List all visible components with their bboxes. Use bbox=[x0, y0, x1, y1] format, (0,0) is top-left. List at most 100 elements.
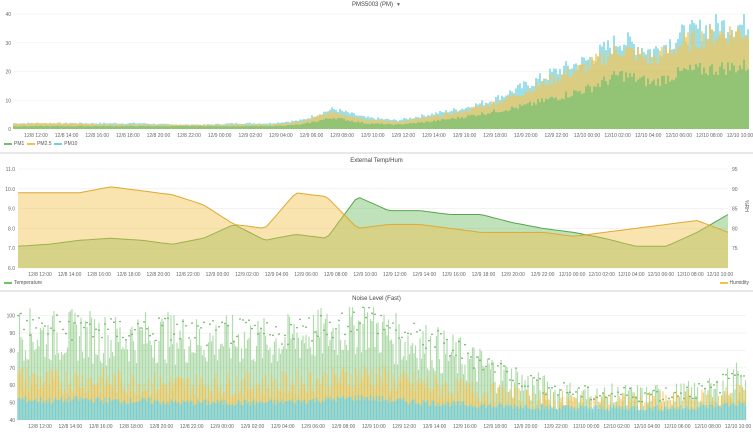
noise-peak-point bbox=[533, 377, 535, 379]
noise-peak-point bbox=[62, 328, 64, 331]
noise-peak-point bbox=[665, 387, 667, 389]
noise-peak-point bbox=[656, 390, 658, 393]
temp-legend-right[interactable]: Humidity bbox=[719, 280, 749, 286]
legend-item-pm10[interactable]: PM10 bbox=[54, 141, 77, 147]
noise-peak-point bbox=[116, 335, 118, 338]
noise-peak-point bbox=[692, 397, 694, 400]
noise-peak-point bbox=[689, 395, 691, 398]
noise-peak-point bbox=[155, 339, 157, 342]
noise-peak-point bbox=[203, 321, 205, 324]
noise-peak-point bbox=[347, 325, 349, 328]
pm-x-tick-label: 12/8 12:00 bbox=[24, 133, 48, 139]
temp-x-tick-label: 12/10 00:00 bbox=[559, 272, 586, 278]
noise-peak-point bbox=[437, 330, 439, 332]
noise-x-tick-label: 12/9 10:00 bbox=[362, 424, 386, 430]
noise-peak-point bbox=[392, 322, 394, 324]
pm-legend: PM1 PM2.5 PM10 bbox=[4, 141, 77, 147]
noise-peak-point bbox=[677, 395, 679, 397]
noise-peak-point bbox=[713, 384, 715, 386]
noise-x-tick-label: 12/8 18:00 bbox=[119, 424, 143, 430]
pm-y-tick-label: 40 bbox=[5, 12, 11, 18]
noise-peak-point bbox=[524, 385, 526, 387]
noise-peak-point bbox=[251, 327, 253, 330]
noise-peak-point bbox=[536, 379, 538, 381]
temp-panel-title[interactable]: External Temp/Hum bbox=[0, 158, 753, 164]
noise-peak-point bbox=[494, 371, 496, 373]
legend-item-pm1[interactable]: PM1 bbox=[4, 141, 24, 147]
noise-peak-point bbox=[119, 320, 121, 323]
pm-x-tick-label: 12/9 16:00 bbox=[453, 133, 477, 139]
chevron-down-icon[interactable]: ▼ bbox=[396, 2, 401, 8]
noise-x-tick-label: 12/8 16:00 bbox=[89, 424, 113, 430]
noise-peak-point bbox=[737, 373, 739, 376]
noise-y-tick-label: 90 bbox=[9, 331, 15, 337]
noise-peak-point bbox=[122, 336, 124, 339]
noise-peak-point bbox=[344, 333, 346, 336]
noise-peak-point bbox=[452, 349, 454, 352]
temp-chart: 6.0 7.0 8.0 9.0 10.0 11.0 75 80 85 90 95 12/8 12:00… bbox=[5, 167, 738, 278]
noise-peak-point bbox=[365, 316, 367, 319]
noise-peak-point bbox=[83, 326, 85, 329]
noise-peak-point bbox=[500, 362, 502, 365]
noise-peak-point bbox=[497, 364, 499, 367]
noise-peak-point bbox=[614, 395, 616, 398]
noise-peak-point bbox=[485, 365, 487, 368]
noise-x-tick-label: 12/8 14:00 bbox=[59, 424, 83, 430]
temp-y2-tick-label: 95 bbox=[732, 167, 738, 173]
temp-x-tick-label: 12/9 06:00 bbox=[294, 272, 318, 278]
noise-peak-point bbox=[296, 326, 298, 329]
noise-peak-point bbox=[623, 386, 625, 389]
noise-peak-point bbox=[236, 335, 238, 338]
noise-peak-point bbox=[245, 321, 247, 324]
temp-x-tick-label: 12/8 22:00 bbox=[176, 272, 200, 278]
noise-peak-point bbox=[317, 335, 319, 337]
noise-peak-point bbox=[341, 312, 343, 314]
noise-peak-point bbox=[266, 321, 268, 324]
noise-peak-point bbox=[581, 396, 583, 398]
noise-peak-point bbox=[650, 393, 652, 396]
noise-peak-point bbox=[215, 329, 217, 331]
pm-panel-title[interactable]: PMS5003 (PM) ▼ bbox=[0, 2, 753, 8]
noise-x-tick-label: 12/10 04:00 bbox=[634, 424, 661, 430]
noise-peak-point bbox=[170, 339, 172, 341]
noise-peak-point bbox=[263, 332, 265, 335]
noise-x-tick-label: 12/9 12:00 bbox=[392, 424, 416, 430]
temp-x-tick-label: 12/9 18:00 bbox=[472, 272, 496, 278]
noise-peak-point bbox=[194, 337, 196, 339]
legend-swatch bbox=[4, 142, 12, 145]
noise-peak-point bbox=[26, 319, 28, 322]
legend-item-pm25[interactable]: PM2.5 bbox=[27, 141, 52, 147]
noise-peak-point bbox=[740, 375, 742, 377]
pm-x-tick-label: 12/8 20:00 bbox=[147, 133, 171, 139]
noise-x-tick-label: 12/10 06:00 bbox=[664, 424, 691, 430]
noise-peak-point bbox=[86, 321, 88, 324]
noise-peak-point bbox=[71, 339, 73, 341]
noise-peak-point bbox=[521, 385, 523, 388]
noise-peak-point bbox=[530, 374, 532, 377]
noise-peak-point bbox=[587, 386, 589, 388]
noise-peak-point bbox=[602, 392, 604, 394]
noise-peak-point bbox=[287, 343, 289, 346]
noise-peak-point bbox=[476, 356, 478, 358]
noise-peak-point bbox=[320, 314, 322, 317]
right-axis-unit: %RH bbox=[743, 200, 750, 212]
noise-panel-title[interactable]: Noise Level (Fast) bbox=[0, 296, 753, 302]
noise-peak-point bbox=[458, 340, 460, 343]
noise-peak-point bbox=[626, 394, 628, 396]
temp-y2-tick-label: 75 bbox=[732, 246, 738, 252]
noise-peak-point bbox=[725, 373, 727, 376]
noise-peak-point bbox=[311, 340, 313, 342]
noise-peak-point bbox=[707, 381, 709, 383]
noise-peak-point bbox=[578, 387, 580, 389]
noise-peak-point bbox=[509, 379, 511, 381]
temp-legend-left[interactable]: Temperature bbox=[4, 280, 42, 286]
noise-x-tick-label: 12/9 08:00 bbox=[332, 424, 356, 430]
noise-peak-point bbox=[461, 357, 463, 360]
noise-peak-point bbox=[527, 385, 529, 388]
noise-peak-point bbox=[260, 327, 262, 330]
noise-peak-point bbox=[593, 398, 595, 400]
temp-x-tick-label: 12/8 16:00 bbox=[87, 272, 111, 278]
noise-peak-point bbox=[632, 396, 634, 398]
noise-peak-point bbox=[164, 317, 166, 320]
legend-label: PM1 bbox=[14, 141, 25, 147]
